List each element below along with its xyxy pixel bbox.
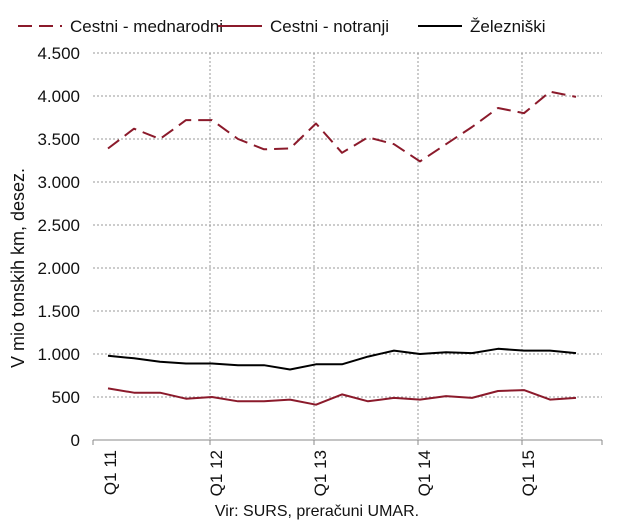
y-tick-label: 4.500 [37,44,80,63]
series-line-1 [107,387,577,406]
y-tick-label: 1.000 [37,345,80,364]
series-line-0 [107,90,577,163]
y-tick-label: 3.000 [37,173,80,192]
series-line-2 [107,347,577,371]
legend-label: Cestni - mednarodni [70,17,223,36]
legend: Cestni - mednarodni Cestni - notranji Žele… [18,17,546,36]
x-tick-label: Q1 12 [207,450,226,496]
y-axis-ticks: 0 500 1.000 1.500 2.000 2.500 3.000 3.500 4.000 4… [37,44,80,450]
y-tick-label: 1.500 [37,302,80,321]
y-tick-label: 2.000 [37,259,80,278]
x-tick-label: Q1 15 [519,450,538,496]
x-tick-label: Q1 13 [311,450,330,496]
y-axis-label: V mio tonskih km, desez. [8,168,28,368]
legend-label: Cestni - notranji [270,17,389,36]
y-tick-label: 0 [71,431,80,450]
legend-label: Železniški [470,17,546,36]
x-tick-label: Q1 14 [415,450,434,496]
source-note: Vir: SURS, preračuni UMAR. [215,503,419,520]
y-tick-label: 2.500 [37,216,80,235]
y-tick-label: 500 [52,388,80,407]
x-tick-label: Q1 11 [101,450,120,495]
series-lines [107,90,577,406]
y-tick-label: 3.500 [37,130,80,149]
chart-grid [93,52,602,440]
y-tick-label: 4.000 [37,87,80,106]
x-axis-ticks: Q1 11 Q1 12 Q1 13 Q1 14 Q1 15 [92,440,603,496]
